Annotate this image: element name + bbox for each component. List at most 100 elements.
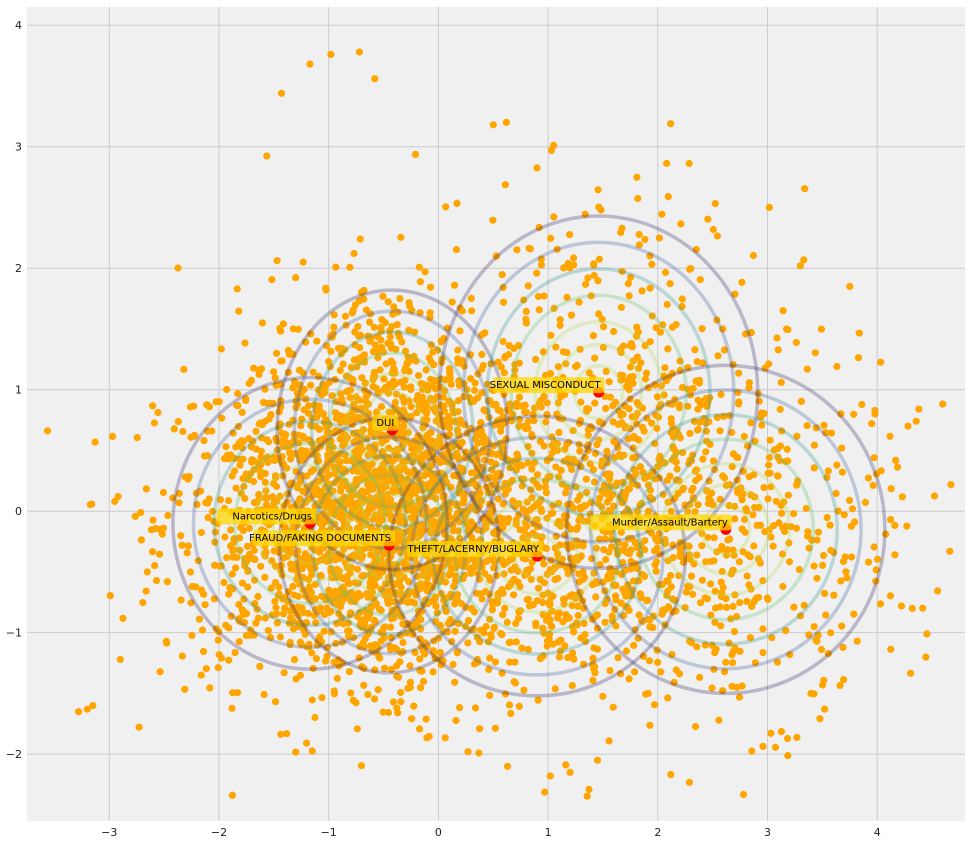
scatter-point: [284, 588, 293, 596]
scatter-point: [405, 527, 413, 536]
scatter-point: [309, 445, 317, 453]
scatter-point: [289, 603, 297, 611]
scatter-point: [294, 484, 302, 492]
scatter-point: [223, 554, 231, 562]
scatter-point: [648, 312, 656, 320]
scatter-point: [502, 118, 510, 126]
scatter-point: [625, 405, 633, 413]
scatter-point: [263, 152, 271, 160]
scatter-point: [520, 296, 528, 304]
cluster-label-text: SEXUAL MISCONDUCT: [490, 380, 602, 391]
scatter-point: [245, 379, 253, 388]
scatter-point: [685, 551, 694, 559]
scatter-point: [619, 342, 628, 350]
scatter-point: [294, 450, 302, 458]
scatter-point: [380, 634, 388, 642]
scatter-point: [822, 429, 830, 437]
scatter-point: [601, 600, 609, 608]
scatter-point: [491, 421, 499, 429]
scatter-point: [524, 282, 532, 290]
scatter-point: [807, 689, 815, 698]
scatter-point: [433, 609, 441, 617]
scatter-point: [328, 333, 336, 341]
scatter-point: [523, 498, 531, 506]
scatter-point: [266, 634, 275, 642]
scatter-point: [500, 369, 508, 377]
scatter-point: [261, 552, 269, 560]
scatter-point: [663, 300, 671, 309]
scatter-point: [605, 378, 613, 386]
cluster-label-text: Murder/Assault/Bartery: [612, 517, 728, 528]
scatter-point: [698, 529, 706, 538]
scatter-point: [877, 358, 885, 366]
scatter-point: [469, 396, 477, 404]
scatter-point: [554, 363, 563, 371]
scatter-point: [425, 484, 433, 492]
scatter-point: [603, 447, 611, 455]
scatter-point: [416, 585, 424, 593]
scatter-point: [347, 363, 355, 371]
scatter-point: [436, 458, 444, 467]
scatter-point: [241, 494, 249, 503]
scatter-point: [581, 454, 589, 462]
scatter-point: [273, 619, 281, 627]
scatter-point: [323, 557, 331, 565]
scatter-point: [778, 509, 786, 517]
scatter-point: [218, 414, 226, 422]
scatter-point: [510, 344, 518, 353]
scatter-point: [637, 359, 645, 367]
scatter-point: [489, 216, 497, 224]
scatter-point: [280, 502, 288, 510]
scatter-point: [323, 643, 331, 651]
scatter-point: [323, 342, 331, 350]
scatter-point: [310, 482, 318, 490]
scatter-point: [205, 495, 213, 503]
scatter-point: [748, 747, 756, 755]
scatter-point: [194, 557, 202, 565]
scatter-point: [487, 360, 495, 368]
scatter-point: [188, 631, 196, 640]
scatter-point: [327, 565, 335, 573]
scatter-point: [437, 524, 445, 532]
scatter-point: [739, 790, 748, 799]
scatter-point: [391, 369, 399, 377]
scatter-point: [583, 792, 591, 800]
scatter-point: [264, 627, 272, 635]
scatter-point: [513, 246, 521, 254]
scatter-point: [346, 569, 354, 577]
scatter-point: [303, 483, 311, 491]
scatter-point: [498, 440, 506, 448]
scatter-point: [372, 514, 380, 522]
scatter-point: [341, 312, 349, 320]
scatter-point: [706, 440, 714, 448]
scatter-point: [351, 301, 359, 309]
scatter-point: [359, 552, 367, 560]
scatter-point: [537, 534, 546, 542]
scatter-point: [591, 449, 600, 457]
scatter-point: [579, 539, 587, 547]
scatter-point: [386, 572, 394, 581]
scatter-point: [554, 446, 562, 454]
scatter-point: [655, 234, 664, 242]
scatter-point: [279, 320, 287, 328]
scatter-point: [602, 556, 610, 564]
scatter-point: [478, 350, 486, 359]
scatter-point: [561, 642, 569, 650]
scatter-point: [947, 481, 955, 489]
scatter-point: [175, 489, 183, 498]
scatter-point: [430, 637, 438, 645]
scatter-point: [350, 634, 358, 642]
scatter-point: [569, 427, 577, 435]
scatter-point: [830, 591, 838, 599]
scatter-point: [651, 440, 659, 448]
scatter-point: [734, 388, 742, 396]
scatter-point: [357, 617, 365, 625]
scatter-point: [427, 444, 435, 452]
scatter-point: [669, 433, 678, 441]
scatter-point: [438, 355, 446, 363]
scatter-point: [490, 624, 498, 632]
scatter-point: [635, 241, 643, 249]
scatter-point: [639, 652, 648, 661]
scatter-point: [481, 569, 489, 578]
scatter-point: [533, 164, 541, 172]
